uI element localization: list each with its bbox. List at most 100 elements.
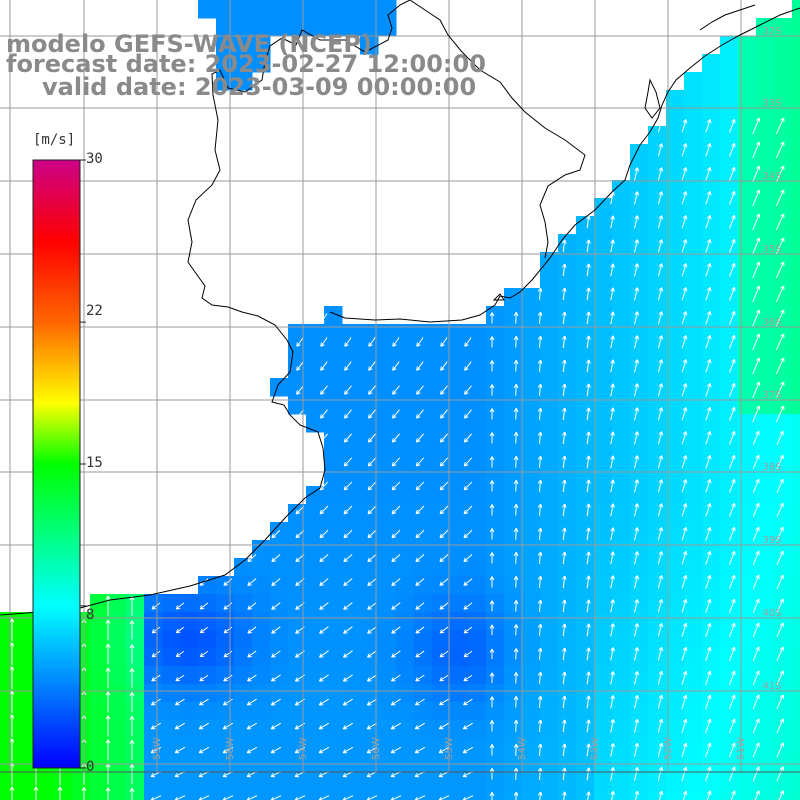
wind-speed-cell — [0, 774, 19, 793]
wind-arrow — [657, 311, 664, 325]
wind-speed-cell — [540, 486, 559, 505]
wind-arrow — [489, 384, 495, 396]
wind-speed-cell — [18, 702, 37, 721]
wind-speed-cell — [252, 18, 271, 37]
wind-speed-cell — [0, 756, 19, 775]
wind-speed-cell — [540, 396, 559, 415]
wind-speed-cell — [306, 396, 325, 415]
wind-speed-cell — [558, 450, 577, 469]
wind-speed-cell — [450, 720, 469, 739]
wind-arrow — [561, 551, 567, 565]
wind-speed-cell — [522, 342, 541, 361]
wind-arrow — [634, 383, 640, 397]
wind-arrow — [775, 165, 785, 183]
wind-arrow — [657, 551, 664, 565]
wind-arrow — [561, 527, 567, 541]
wind-speed-cell — [504, 432, 523, 451]
wind-speed-cell — [756, 666, 775, 685]
wind-speed-cell — [414, 774, 433, 793]
wind-arrow — [513, 719, 519, 732]
wind-speed-cell — [648, 504, 667, 523]
wind-arrow — [610, 575, 615, 589]
wind-speed-cell — [576, 576, 595, 595]
wind-speed-cell — [612, 432, 631, 451]
wind-speed-cell — [540, 666, 559, 685]
wind-speed-cell — [666, 468, 685, 487]
wind-arrow — [681, 335, 688, 349]
wind-speed-cell — [360, 0, 379, 19]
wind-speed-cell — [684, 792, 703, 800]
wind-speed-cell — [612, 702, 631, 721]
wind-speed-cell — [684, 612, 703, 631]
wind-arrow — [586, 383, 591, 397]
wind-speed-cell — [756, 72, 775, 91]
wind-arrow — [775, 117, 785, 135]
wind-arrow — [343, 505, 353, 515]
wind-speed-cell — [522, 450, 541, 469]
wind-speed-cell — [90, 648, 109, 667]
wind-arrow — [246, 722, 258, 730]
wind-arrow — [392, 409, 400, 419]
wind-arrow — [489, 480, 495, 492]
wind-speed-cell — [522, 666, 541, 685]
longitude-label: 56W — [371, 737, 382, 760]
wind-speed-cell — [306, 360, 325, 379]
wind-speed-cell — [540, 432, 559, 451]
wind-speed-cell — [666, 576, 685, 595]
wind-speed-cell — [612, 792, 631, 800]
wind-arrow — [223, 578, 233, 586]
wind-speed-cell — [792, 54, 800, 73]
wind-speed-cell — [504, 378, 523, 397]
wind-arrow — [537, 503, 543, 516]
wind-speed-cell — [684, 414, 703, 433]
wind-speed-cell — [360, 450, 379, 469]
wind-speed-cell — [702, 666, 721, 685]
wind-speed-cell — [630, 162, 649, 181]
wind-arrow — [586, 263, 591, 277]
wind-speed-cell — [666, 432, 685, 451]
wind-speed-cell — [450, 342, 469, 361]
wind-speed-cell — [432, 612, 451, 631]
wind-speed-cell — [144, 792, 163, 800]
wind-arrow — [729, 382, 736, 397]
wind-arrow — [440, 337, 448, 347]
wind-arrow — [319, 481, 329, 491]
wind-speed-cell — [684, 720, 703, 739]
wind-speed-cell — [504, 342, 523, 361]
wind-arrow — [129, 715, 135, 736]
wind-arrow — [342, 698, 353, 706]
wind-speed-cell — [432, 684, 451, 703]
wind-speed-cell — [540, 378, 559, 397]
wind-speed-cell — [360, 792, 379, 800]
wind-speed-cell — [342, 360, 361, 379]
wind-speed-cell — [414, 396, 433, 415]
wind-speed-cell — [324, 630, 343, 649]
wind-speed-cell — [288, 684, 307, 703]
wind-speed-cell — [630, 504, 649, 523]
wind-arrow — [562, 791, 567, 800]
wind-speed-cell — [666, 108, 685, 127]
wind-arrow — [705, 479, 712, 493]
wind-speed-cell — [702, 774, 721, 793]
wind-speed-cell — [486, 630, 505, 649]
wind-speed-cell — [702, 252, 721, 271]
wind-speed-cell — [684, 126, 703, 145]
wind-speed-cell — [720, 270, 739, 289]
wind-arrow — [416, 361, 424, 371]
islet-path — [492, 293, 505, 301]
wind-speed-cell — [162, 702, 181, 721]
wind-speed-cell — [594, 198, 613, 217]
wind-arrow — [414, 746, 426, 754]
wind-arrow — [440, 385, 448, 395]
wind-speed-cell — [324, 576, 343, 595]
longitude-label: 57W — [298, 737, 309, 760]
wind-speed-cell — [612, 504, 631, 523]
wind-arrow — [657, 718, 664, 733]
wind-speed-cell — [774, 774, 793, 793]
wind-speed-cell — [756, 144, 775, 163]
wind-arrow — [391, 602, 401, 610]
wind-speed-cell — [612, 774, 631, 793]
wind-speed-cell — [702, 108, 721, 127]
wind-speed-cell — [108, 702, 127, 721]
wind-speed-cell — [396, 558, 415, 577]
